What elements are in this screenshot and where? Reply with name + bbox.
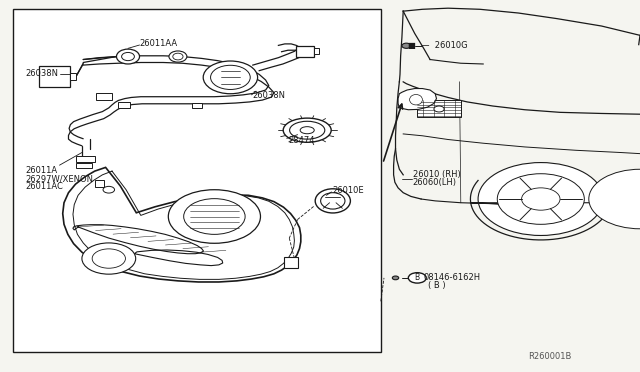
Bar bbox=[296, 46, 314, 57]
Bar bbox=[96, 93, 112, 100]
Bar bbox=[13, 9, 381, 352]
Ellipse shape bbox=[173, 53, 183, 60]
Bar bbox=[76, 156, 95, 162]
Text: 26038N: 26038N bbox=[26, 69, 59, 78]
Ellipse shape bbox=[122, 52, 134, 61]
Ellipse shape bbox=[283, 118, 332, 142]
Ellipse shape bbox=[392, 276, 399, 280]
Bar bbox=[39, 66, 70, 87]
Text: 26060(LH): 26060(LH) bbox=[413, 178, 457, 187]
Bar bbox=[70, 73, 76, 80]
Ellipse shape bbox=[169, 51, 187, 62]
Circle shape bbox=[522, 188, 560, 210]
Ellipse shape bbox=[321, 193, 345, 209]
Ellipse shape bbox=[402, 43, 411, 48]
Circle shape bbox=[82, 243, 136, 274]
Ellipse shape bbox=[204, 61, 257, 94]
Bar bbox=[284, 257, 298, 268]
Text: ( B ): ( B ) bbox=[428, 281, 445, 290]
Circle shape bbox=[168, 190, 260, 243]
Text: R260001B: R260001B bbox=[528, 352, 572, 361]
Text: 26010 (RH): 26010 (RH) bbox=[413, 170, 461, 179]
Bar bbox=[314, 48, 319, 54]
Text: 26011AC: 26011AC bbox=[26, 182, 63, 191]
Bar bbox=[95, 180, 104, 187]
Ellipse shape bbox=[315, 189, 351, 213]
Text: 26011AA: 26011AA bbox=[140, 39, 178, 48]
Text: 26011A: 26011A bbox=[26, 166, 58, 175]
Text: 28474: 28474 bbox=[288, 136, 314, 145]
Circle shape bbox=[408, 273, 426, 283]
Circle shape bbox=[184, 199, 245, 234]
Bar bbox=[417, 100, 461, 117]
Text: 26010E: 26010E bbox=[333, 186, 364, 195]
Text: 26297W/XENON: 26297W/XENON bbox=[26, 175, 93, 184]
Circle shape bbox=[478, 163, 604, 235]
Text: ■  —  26010G: ■ — 26010G bbox=[408, 41, 468, 50]
Text: B: B bbox=[415, 273, 420, 282]
Ellipse shape bbox=[410, 94, 422, 105]
Text: 26038N: 26038N bbox=[253, 92, 286, 100]
Circle shape bbox=[497, 174, 584, 224]
Polygon shape bbox=[398, 89, 436, 110]
Polygon shape bbox=[63, 167, 301, 282]
Ellipse shape bbox=[116, 49, 140, 64]
Circle shape bbox=[92, 249, 125, 268]
Bar bbox=[76, 163, 92, 168]
Circle shape bbox=[103, 186, 115, 193]
Bar bbox=[192, 103, 202, 108]
Bar bbox=[118, 102, 130, 108]
Ellipse shape bbox=[289, 121, 325, 139]
Text: 08146-6162H: 08146-6162H bbox=[424, 273, 481, 282]
Ellipse shape bbox=[211, 65, 250, 89]
Ellipse shape bbox=[300, 126, 314, 134]
Circle shape bbox=[434, 106, 444, 112]
Circle shape bbox=[589, 169, 640, 229]
